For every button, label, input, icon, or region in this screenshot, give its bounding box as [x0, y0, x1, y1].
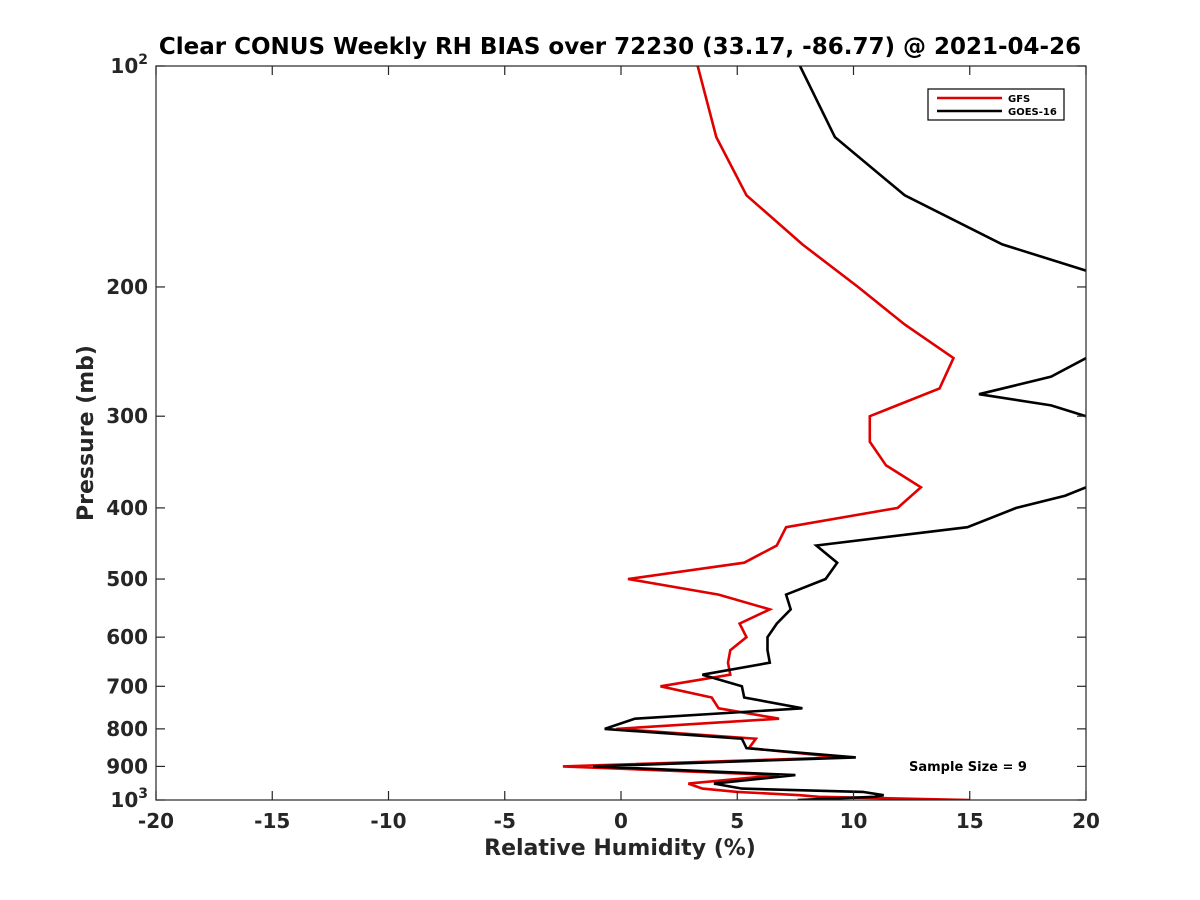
plot-frame	[155, 65, 1087, 801]
y-tick-label: 700	[106, 674, 148, 698]
y-tick-label: 400	[106, 496, 148, 520]
y-axis-label: Pressure (mb)	[74, 345, 99, 521]
x-tick-label: -20	[138, 809, 174, 833]
legend: GFS GOES-16	[927, 88, 1065, 121]
series-line-gfs	[562, 66, 970, 800]
x-tick-label: -5	[494, 809, 516, 833]
x-tick-label: 15	[956, 809, 984, 833]
x-tick-label: 0	[614, 809, 628, 833]
legend-box	[927, 88, 1065, 121]
x-tick-label: 20	[1072, 809, 1100, 833]
y-tick-label: 500	[106, 567, 148, 591]
sample-size-annotation: Sample Size = 9	[909, 760, 1027, 775]
y-tick-label: 800	[106, 717, 148, 741]
legend-label-goes16: GOES-16	[1008, 107, 1057, 118]
x-tick-label: -10	[370, 809, 406, 833]
y-tick-label: 102	[110, 52, 148, 78]
y-tick-label: 600	[106, 625, 148, 649]
legend-label-gfs: GFS	[1008, 94, 1030, 105]
series-line-goes16	[593, 66, 1086, 800]
y-tick-label: 900	[106, 754, 148, 778]
x-tick-label: 5	[730, 809, 744, 833]
x-tick-label: 10	[840, 809, 868, 833]
y-tick-label: 300	[106, 404, 148, 428]
y-tick-label: 200	[106, 275, 148, 299]
y-tick-label: 103	[110, 786, 148, 812]
chart-title: Clear CONUS Weekly RH BIAS over 72230 (3…	[159, 34, 1081, 60]
x-tick-label: -15	[254, 809, 290, 833]
x-axis-label: Relative Humidity (%)	[484, 836, 756, 861]
